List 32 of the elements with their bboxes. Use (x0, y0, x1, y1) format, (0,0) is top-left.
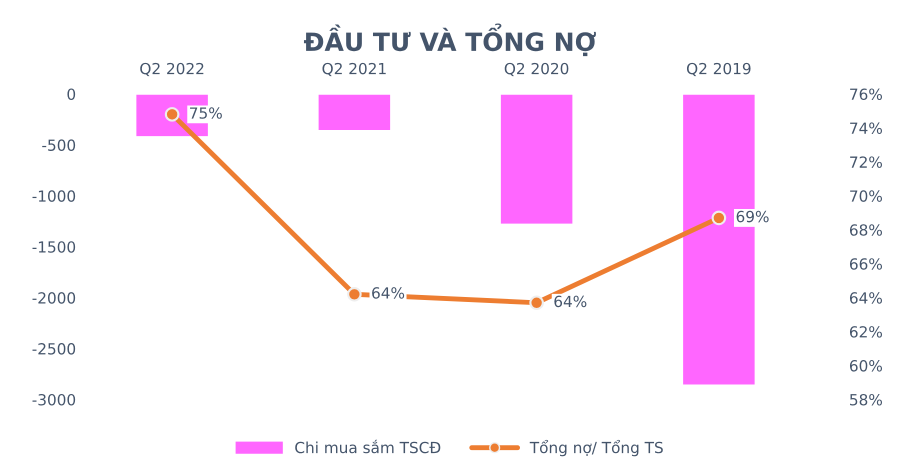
chart-title: ĐẦU TƯ VÀ TỔNG NỢ (304, 24, 596, 56)
x-tick-label: Q2 2019 (686, 62, 751, 76)
y2-tick-label: 70% (850, 190, 882, 202)
data-label: 64% (372, 287, 404, 299)
y2-tick-label: 60% (850, 360, 882, 372)
data-label: 64% (554, 296, 586, 308)
y-tick-label: -500 (42, 139, 76, 151)
y-tick-label: -1000 (32, 190, 76, 202)
y-tick-label: 0 (67, 88, 76, 100)
point (164, 107, 180, 122)
point (529, 295, 544, 310)
x-tick-label: Q2 2020 (504, 62, 568, 76)
y2-tick-label: 62% (850, 326, 882, 338)
y2-tick-label: 64% (850, 292, 882, 304)
x-tick-label: Q2 2021 (322, 62, 386, 76)
data-label: 69% (736, 210, 769, 222)
point (347, 286, 362, 302)
y2-tick-label: 76% (850, 88, 882, 100)
y-tick-label: -3000 (32, 394, 76, 406)
legend-label: Tổng nợ/ Tổng TS (530, 440, 663, 456)
point (712, 210, 726, 226)
x-tick-label: Q2 2022 (140, 62, 204, 76)
y2-tick-label: 58% (850, 394, 882, 406)
y2-tick-label: 68% (850, 224, 882, 236)
y-tick-label: -1500 (32, 241, 76, 253)
y2-tick-label: 74% (850, 122, 882, 134)
y2-tick-label: 72% (850, 156, 882, 168)
legend-label: Chi mua sắm TSCĐ (295, 440, 440, 454)
data-label: 75% (190, 107, 222, 119)
y2-tick-label: 66% (850, 258, 882, 270)
y-tick-label: -2000 (32, 292, 76, 304)
y-tick-label: -2500 (32, 343, 76, 355)
